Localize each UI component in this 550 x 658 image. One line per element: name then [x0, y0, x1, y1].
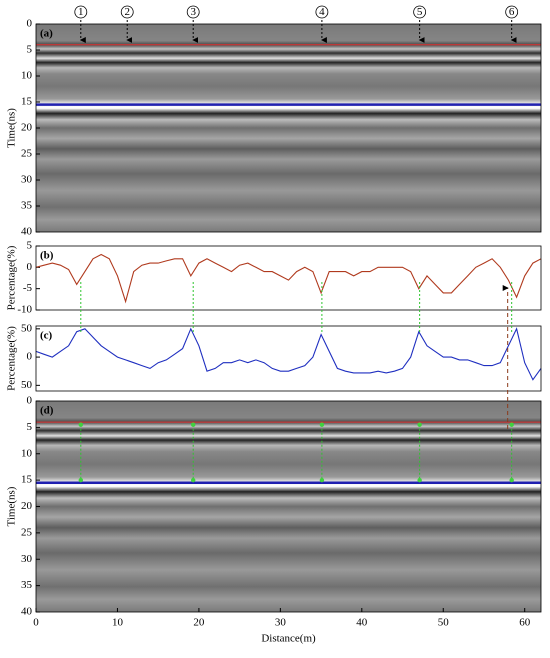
x-tick-label: 20 — [193, 617, 205, 629]
plot-area — [36, 401, 541, 612]
y-tick-label: 40 — [21, 606, 33, 618]
y-tick-label: 25 — [21, 148, 33, 160]
marker-circle — [120, 5, 134, 19]
pick-point — [509, 422, 514, 427]
y-tick-label: 0 — [27, 395, 33, 407]
y-tick-label: 10 — [21, 70, 33, 82]
y-axis-label: Time(ns) — [6, 108, 18, 148]
y-tick-label: 0 — [27, 261, 33, 273]
y-tick-label: 40 — [21, 226, 33, 238]
x-tick-label: 30 — [275, 617, 287, 629]
y-tick-label: 30 — [21, 174, 33, 186]
marker-label: 5 — [417, 6, 423, 18]
plot-frame — [35, 23, 542, 233]
plot-frame — [35, 245, 542, 311]
plot-frame — [35, 325, 542, 392]
y-tick-label: 50 — [21, 379, 33, 391]
y-tick-label: 30 — [21, 553, 33, 565]
y-axis-label: Percentage(%) — [6, 245, 18, 310]
y-tick-label: -5 — [23, 282, 33, 294]
y-tick-label: 20 — [21, 122, 33, 134]
y-tick-label: 50 — [21, 322, 33, 334]
marker-label: 6 — [509, 6, 515, 18]
y-tick-label: 35 — [21, 200, 33, 212]
pick-point — [78, 477, 83, 483]
x-tick-label: 0 — [33, 617, 39, 629]
y-tick-label: -10 — [17, 304, 32, 316]
marker-label: 2 — [124, 6, 130, 18]
data-line — [35, 327, 542, 381]
panel-label: (c) — [40, 330, 53, 342]
pick-point — [319, 477, 325, 483]
marker-label: 3 — [190, 6, 196, 18]
panel-label: (b) — [40, 250, 54, 262]
y-tick-label: 10 — [21, 447, 33, 459]
y-tick-label: 15 — [21, 96, 33, 108]
plot-area — [36, 326, 541, 391]
plot-area — [36, 24, 541, 232]
y-tick-label: 25 — [21, 526, 33, 538]
y-axis-label: Percentage(%) — [6, 326, 18, 391]
marker-circle — [74, 5, 88, 19]
plot-frame — [35, 400, 542, 613]
pick-point — [417, 422, 422, 427]
y-tick-label: 5 — [27, 44, 33, 56]
marker-circle — [315, 5, 329, 19]
y-tick-label: 5 — [27, 421, 33, 433]
marker-circle — [505, 5, 519, 19]
panel-label: (a) — [40, 28, 53, 40]
marker-label: 4 — [319, 6, 325, 18]
data-line — [35, 253, 542, 304]
y-tick-label: 20 — [21, 500, 33, 512]
y-tick-label: 0 — [27, 18, 33, 30]
y-tick-label: 35 — [21, 579, 33, 591]
marker-label: 1 — [78, 6, 84, 18]
y-tick-label: 5 — [27, 240, 33, 252]
x-tick-label: 10 — [112, 617, 124, 629]
panel-label: (d) — [40, 405, 54, 417]
x-tick-label: 40 — [356, 617, 368, 629]
x-tick-label: 50 — [438, 617, 450, 629]
x-axis-label: Distance(m) — [261, 633, 316, 645]
marker-circle — [186, 5, 200, 19]
pick-point — [191, 422, 196, 427]
pick-point — [417, 477, 422, 483]
pick-point — [319, 422, 325, 427]
pick-point — [191, 477, 196, 483]
marker-circle — [413, 5, 427, 19]
y-tick-label: 15 — [21, 474, 33, 486]
pick-point — [509, 477, 514, 483]
y-tick-label: 0 — [27, 351, 33, 363]
pick-point — [78, 422, 83, 427]
y-axis-label: Time(ns) — [6, 486, 18, 526]
x-tick-label: 60 — [519, 617, 531, 629]
plot-area — [36, 246, 541, 310]
